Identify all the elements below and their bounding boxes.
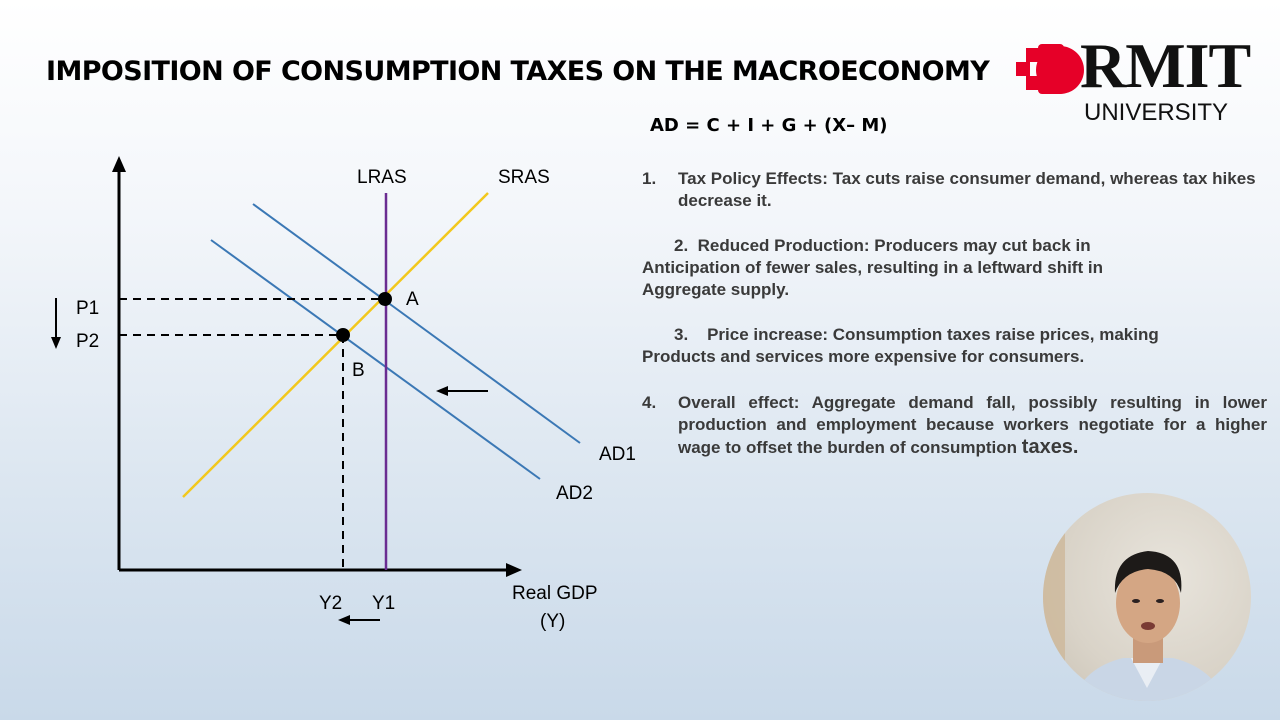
list-item: 4. Overall effect: Aggregate demand fall…: [642, 392, 1267, 459]
list-number: 2.: [674, 236, 689, 255]
x-axis-label-line1: Real GDP: [512, 583, 598, 604]
list-text: Aggregate supply.: [642, 280, 790, 299]
point-a-label: A: [406, 289, 419, 310]
y-left-arrow-icon: [338, 615, 350, 625]
sras-label: SRAS: [498, 167, 550, 188]
equilibrium-point-b: [336, 328, 350, 342]
rmit-logo-icon: [1016, 44, 1084, 94]
x-axis-label-line2: (Y): [540, 611, 565, 632]
list-item: 1. Tax Policy Effects: Tax cuts raise co…: [642, 168, 1267, 212]
list-number: 1.: [642, 169, 657, 188]
list-item: 2. Reduced Production: Producers may cut…: [642, 235, 1267, 301]
ad-formula: AD = C + I + G + (X– M): [650, 115, 888, 136]
list-text: Overall effect: Aggregate demand fall, p…: [678, 393, 1267, 458]
list-text: 3. Price increase: Consumption taxes rai…: [674, 325, 1159, 344]
list-text: Anticipation of fewer sales, resulting i…: [642, 258, 1103, 277]
presenter-webcam: [1043, 493, 1251, 701]
p2-label: P2: [76, 331, 99, 352]
list-text: Tax Policy Effects: Tax cuts raise consu…: [678, 169, 1256, 210]
left-arrow-icon: [436, 386, 448, 396]
y1-label: Y1: [372, 593, 395, 614]
p1-label: P1: [76, 298, 99, 319]
list-text: 2. Reduced Production: Producers may cut…: [674, 236, 1091, 255]
ad2-curve: [210, 239, 541, 480]
presenter-video-icon: [1043, 533, 1225, 701]
y-axis-arrow-icon: [112, 156, 126, 172]
point-b-label: B: [352, 360, 365, 381]
x-axis-arrow-icon: [506, 563, 522, 577]
ad1-label: AD1: [599, 444, 636, 465]
y2-label: Y2: [319, 593, 342, 614]
logo-sub: UNIVERSITY: [1084, 99, 1229, 126]
slide-title: IMPOSITION OF CONSUMPTION TAXES ON THE M…: [46, 56, 990, 87]
ad2-label: AD2: [556, 483, 593, 504]
list-number: 4.: [642, 393, 657, 412]
lras-label: LRAS: [357, 167, 407, 188]
logo-name: RMIT: [1080, 30, 1251, 101]
sras-curve: [182, 192, 489, 498]
down-arrow-icon: [51, 337, 61, 349]
list-number: 3.: [674, 325, 689, 344]
list-text: Products and services more expensive for…: [642, 347, 1085, 366]
list-item: 3. Price increase: Consumption taxes rai…: [642, 324, 1267, 368]
ad1-curve: [252, 203, 581, 444]
equilibrium-point-a: [378, 292, 392, 306]
